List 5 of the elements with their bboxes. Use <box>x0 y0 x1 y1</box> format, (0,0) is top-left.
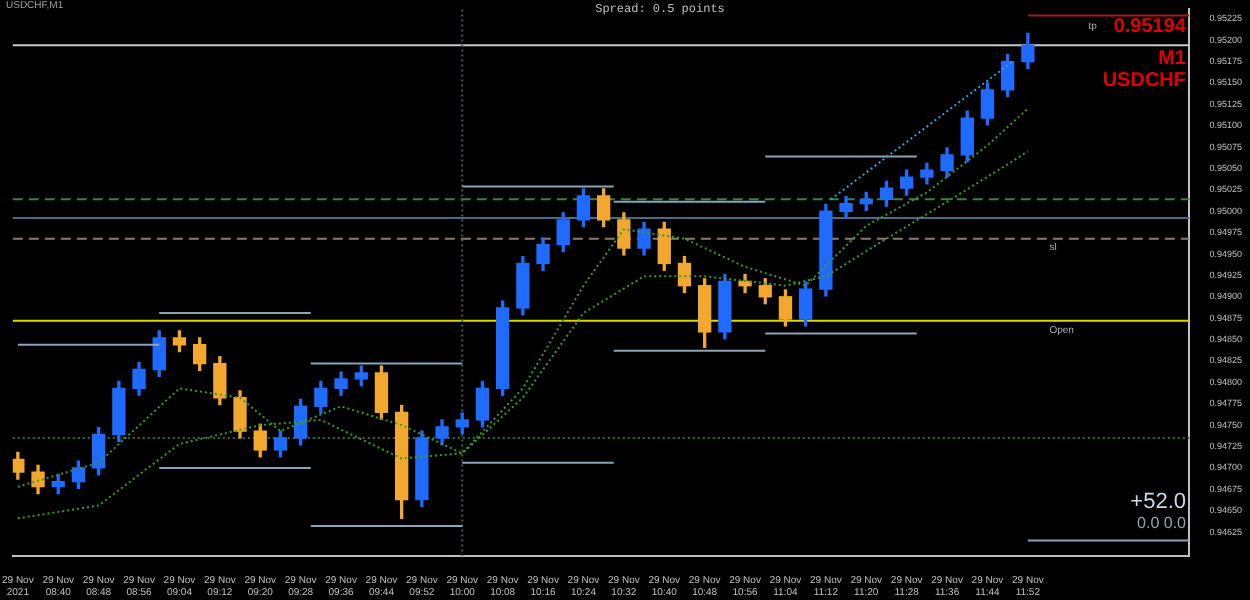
annotation: USDCHF <box>1102 70 1186 92</box>
annotation: +52.0 <box>1130 490 1186 514</box>
annotation: M1 <box>1158 48 1186 70</box>
annotation: 0.0 0.0 <box>1137 514 1186 532</box>
annotation: 0.95194 <box>1113 16 1186 38</box>
